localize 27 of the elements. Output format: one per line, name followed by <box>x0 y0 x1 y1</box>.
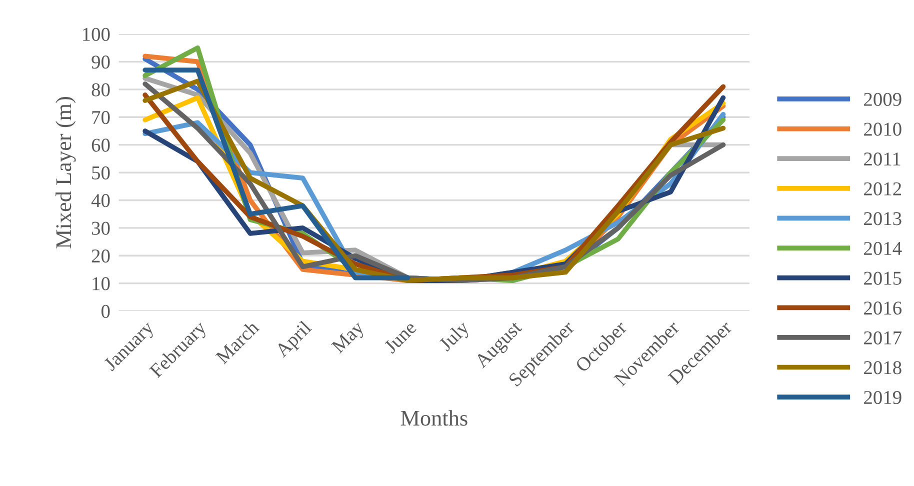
y-tick-label: 0 <box>102 304 110 318</box>
x-tick-label: July <box>438 319 473 355</box>
y-tick-label: 100 <box>83 28 110 41</box>
y-tick-label: 50 <box>92 166 110 180</box>
x-tick-label: May <box>331 320 368 357</box>
y-tick-label: 10 <box>92 277 110 290</box>
legend-label: 2018 <box>864 361 902 374</box>
y-axis-title: Mixed Layer (m) <box>56 96 76 248</box>
y-tick-label: 40 <box>91 194 110 208</box>
legend-label: 2019 <box>864 390 902 404</box>
y-tick-label: 20 <box>92 249 110 263</box>
y-tick-label: 30 <box>92 222 110 235</box>
y-tick-label: 80 <box>92 83 110 96</box>
legend-label: 2015 <box>864 272 902 285</box>
legend-label: 2016 <box>864 302 902 315</box>
legend-label: 2017 <box>864 331 902 344</box>
y-tick-label: 60 <box>92 138 110 152</box>
legend-label: 2011 <box>864 152 900 166</box>
legend-label: 2014 <box>864 242 902 256</box>
y-tick-label: 90 <box>92 56 110 69</box>
y-tick-label: 70 <box>92 110 110 124</box>
x-axis-title: Months <box>400 410 468 426</box>
legend-label: 2012 <box>864 182 902 196</box>
legend-label: 2010 <box>864 122 902 136</box>
legend-label: 2009 <box>864 92 902 106</box>
x-tick-label: June <box>383 320 418 354</box>
legend-label: 2013 <box>864 212 902 226</box>
